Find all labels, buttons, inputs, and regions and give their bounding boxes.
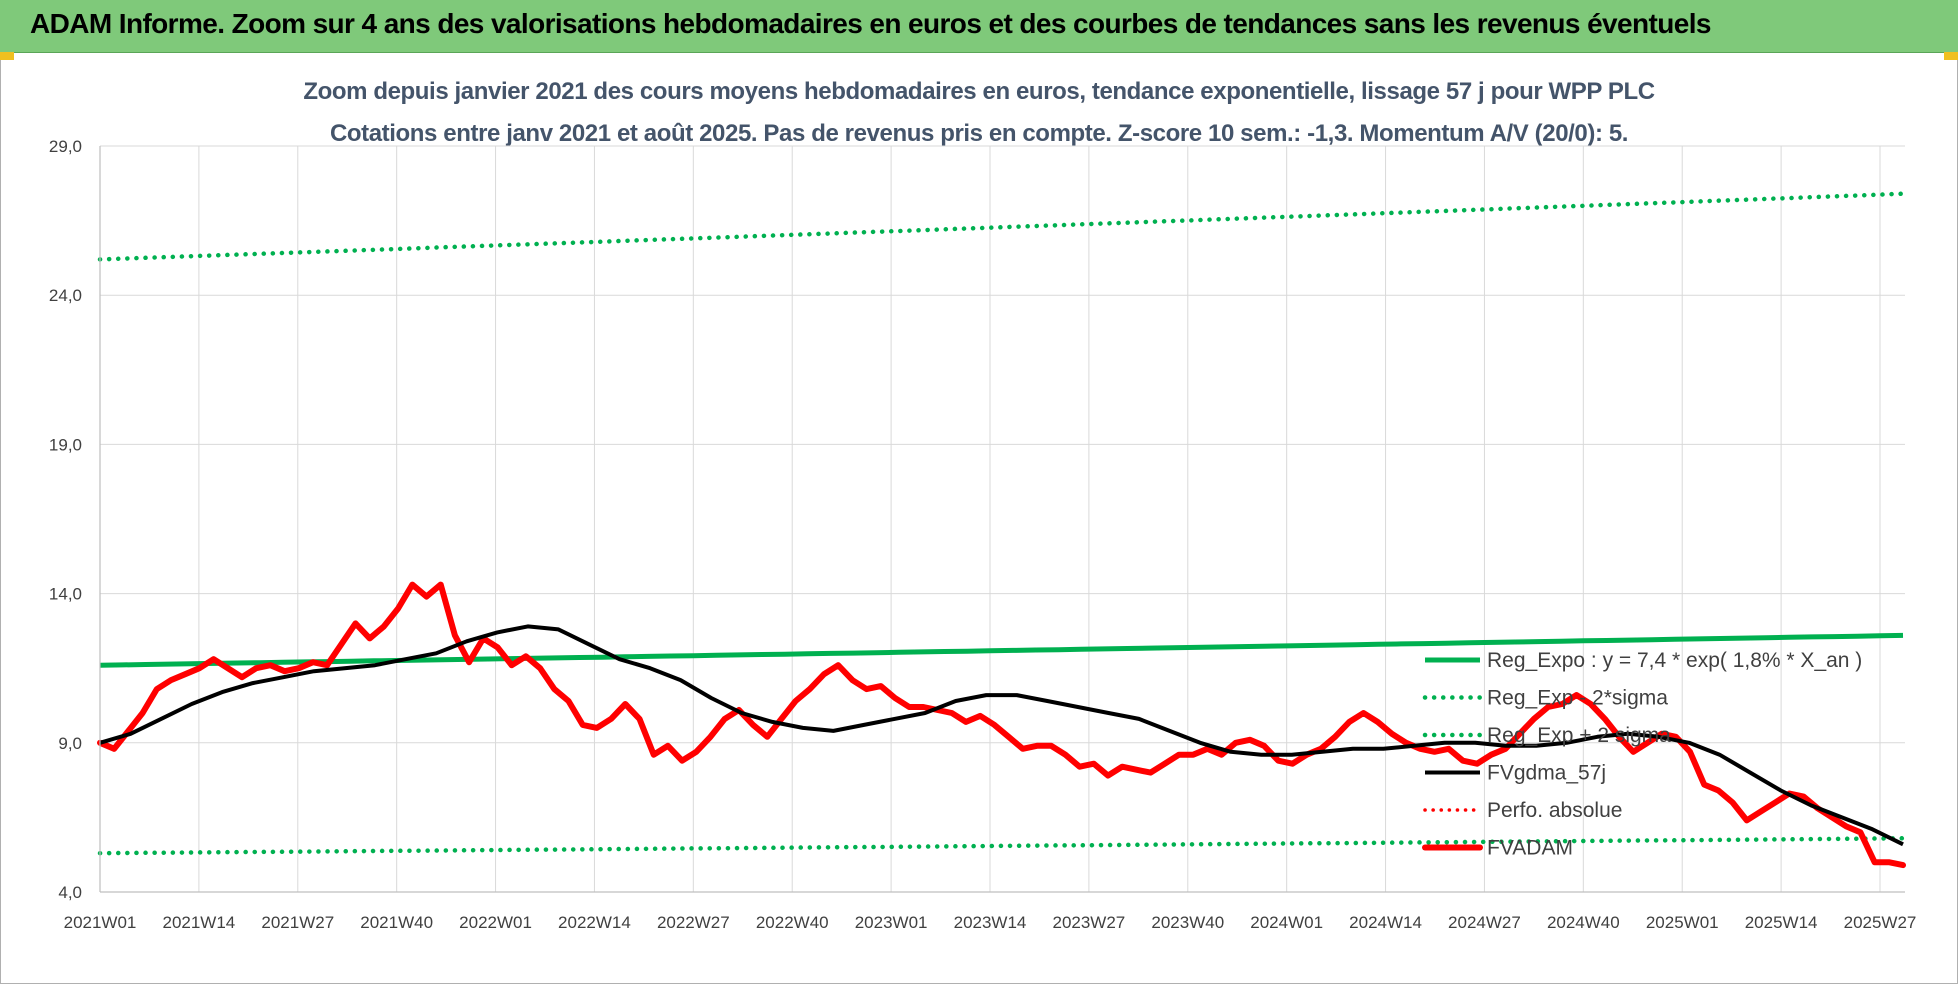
- y-tick-label: 9,0: [58, 734, 82, 753]
- x-tick-label: 2021W14: [162, 913, 235, 932]
- x-tick-label: 2024W14: [1349, 913, 1422, 932]
- x-tick-label: 2024W01: [1250, 913, 1323, 932]
- x-tick-label: 2022W40: [756, 913, 829, 932]
- legend-label: Perfo. absolue: [1487, 799, 1622, 822]
- x-tick-label: 2022W27: [657, 913, 730, 932]
- axes: 4,0 9,0 14,0 19,0 24,0 29,0 2021W01 2021W14 2021…: [49, 137, 1916, 932]
- x-tick-label: 2023W01: [855, 913, 928, 932]
- x-tick-label: 2021W40: [360, 913, 433, 932]
- series-layer: [97, 191, 1906, 869]
- corner-marker: [1944, 52, 1958, 60]
- x-tick-label: 2025W27: [1844, 913, 1917, 932]
- legend-label: Reg_Exp + 2 sigma: [1487, 724, 1671, 747]
- x-tick-label: 2021W01: [64, 913, 137, 932]
- series-line-2: [97, 836, 1906, 856]
- y-tick-label: 4,0: [58, 883, 82, 902]
- chart-title: Zoom depuis janvier 2021 des cours moyen…: [303, 78, 1655, 105]
- x-tick-label: 2021W27: [261, 913, 334, 932]
- header-bar: ADAM Informe. Zoom sur 4 ans des valoris…: [0, 0, 1958, 53]
- legend-label: FVgdma_57j: [1487, 762, 1606, 785]
- grid: [99, 145, 1905, 893]
- series-line-5: [97, 581, 1906, 869]
- y-tick-label: 19,0: [49, 435, 82, 454]
- legend-label: FVADAM: [1487, 837, 1573, 860]
- x-tick-label: 2023W40: [1151, 913, 1224, 932]
- y-tick-label: 29,0: [49, 137, 82, 156]
- y-tick-label: 24,0: [49, 286, 82, 305]
- x-tick-label: 2022W14: [558, 913, 631, 932]
- series-line-3: [99, 624, 1904, 847]
- y-tick-label: 14,0: [49, 585, 82, 604]
- legend: Reg_Expo : y = 7,4 * exp( 1,8% * X_an ) R…: [1422, 649, 1862, 860]
- corner-marker: [0, 52, 14, 60]
- legend-label: Reg_Expo : y = 7,4 * exp( 1,8% * X_an ): [1487, 649, 1862, 672]
- x-tick-label: 2023W27: [1052, 913, 1125, 932]
- x-tick-label: 2025W14: [1745, 913, 1818, 932]
- series-line-1: [97, 191, 1906, 262]
- x-tick-label: 2023W14: [954, 913, 1027, 932]
- header-title: ADAM Informe. Zoom sur 4 ans des valoris…: [30, 8, 1711, 39]
- x-tick-label: 2024W27: [1448, 913, 1521, 932]
- x-tick-label: 2025W01: [1646, 913, 1719, 932]
- chart-subtitle: Cotations entre janv 2021 et août 2025. …: [329, 120, 1629, 147]
- legend-label: Reg_Exp - 2*sigma: [1487, 687, 1668, 710]
- x-tick-label: 2022W01: [459, 913, 532, 932]
- x-tick-label: 2024W40: [1547, 913, 1620, 932]
